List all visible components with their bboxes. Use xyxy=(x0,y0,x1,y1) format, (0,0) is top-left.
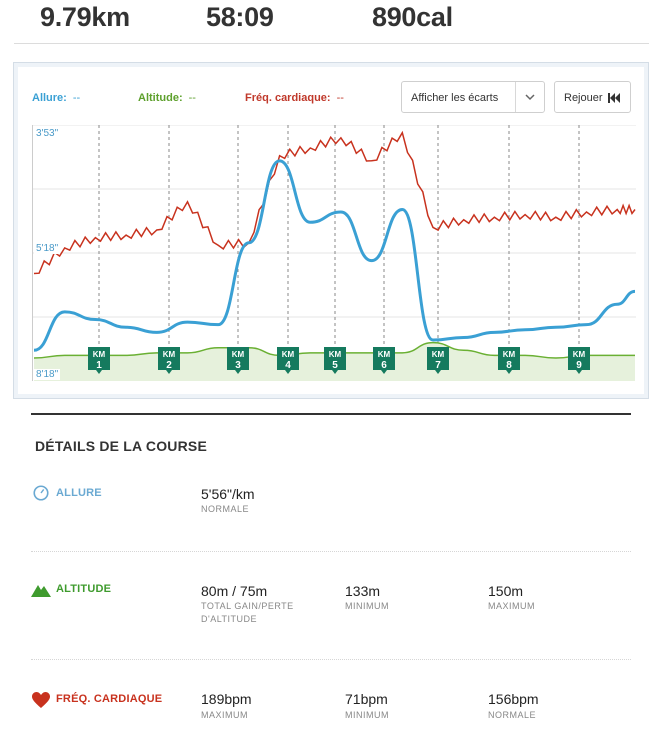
chart-plot-area[interactable]: KM 1 KM 2 KM 3 KM 4 KM 5 KM 6 KM 7 KM 8 KM 9 xyxy=(32,125,636,381)
km-marker-number: 9 xyxy=(576,360,582,371)
altitude-gain-caption: TOTAL GAIN/PERTE D'ALTITUDE xyxy=(201,601,294,624)
km-marker-number: 3 xyxy=(235,360,241,371)
legend-altitude-label: Altitude: xyxy=(138,92,183,104)
km-marker-badge xyxy=(373,347,395,374)
km-marker-label: KM xyxy=(378,350,391,359)
km-marker-number: 5 xyxy=(332,360,338,371)
rewind-icon xyxy=(608,93,620,103)
pace-caption: NORMALE xyxy=(201,504,250,514)
km-marker-badge xyxy=(324,347,346,374)
km-marker-number: 6 xyxy=(381,360,387,371)
km-marker-9[interactable]: KM9 xyxy=(568,347,590,374)
details-title: DÉTAILS DE LA COURSE xyxy=(35,438,208,454)
duration-value: 58:09 xyxy=(206,2,274,32)
km-marker-number: 4 xyxy=(285,360,291,371)
metric-row-altitude: ALTITUDE 80m / 75m TOTAL GAIN/PERTE D'AL… xyxy=(31,551,631,659)
km-marker-5[interactable]: KM5 xyxy=(324,347,346,374)
km-marker-label: KM xyxy=(432,350,445,359)
metric-name-heart: FRÉQ. CARDIAQUE xyxy=(56,693,163,705)
legend-pace-value: -- xyxy=(72,92,81,104)
km-marker-badge xyxy=(158,347,180,374)
legend-heart-label: Fréq. cardiaque: xyxy=(245,92,331,104)
mountain-icon xyxy=(31,585,51,597)
replay-button[interactable]: Rejouer xyxy=(554,81,631,113)
y-tick-top: 3'53" xyxy=(34,128,61,139)
km-marker-6[interactable]: KM6 xyxy=(373,347,395,374)
legend-pace-label: Allure: xyxy=(32,92,67,104)
km-marker-badge xyxy=(427,347,449,374)
km-marker-1[interactable]: KM1 xyxy=(88,347,110,374)
heart-min-value: 71bpm xyxy=(345,691,388,707)
km-marker-8[interactable]: KM8 xyxy=(498,347,520,374)
heart-max-caption: MAXIMUM xyxy=(201,710,248,720)
legend-altitude-value: -- xyxy=(188,92,196,104)
legend-heart: Fréq. cardiaque: -- xyxy=(245,92,344,104)
run-summary-bar: 9.79km 58:09 890cal xyxy=(14,0,649,44)
pace-value: 5'56"/km xyxy=(201,486,255,502)
km-marker-3[interactable]: KM3 xyxy=(227,347,249,374)
km-marker-label: KM xyxy=(503,350,516,359)
heart-icon xyxy=(32,692,50,708)
km-marker-number: 7 xyxy=(435,360,441,371)
km-marker-badge xyxy=(88,347,110,374)
metric-row-heart: FRÉQ. CARDIAQUE 189bpm MAXIMUM 71bpm MIN… xyxy=(31,659,631,735)
altitude-gain-value: 80m / 75m xyxy=(201,583,268,599)
heart-rate-line xyxy=(33,130,636,275)
km-marker-4[interactable]: KM4 xyxy=(277,347,299,374)
km-marker-label: KM xyxy=(232,350,245,359)
km-marker-badge xyxy=(498,347,520,374)
distance-value: 9.79km xyxy=(40,2,130,32)
dropdown-divider xyxy=(515,82,516,112)
km-marker-label: KM xyxy=(329,350,342,359)
stopwatch-icon xyxy=(33,485,49,501)
km-marker-badge xyxy=(227,347,249,374)
legend-altitude: Altitude: -- xyxy=(138,92,196,104)
km-marker-number: 2 xyxy=(166,360,172,371)
pace-line xyxy=(33,159,636,352)
altitude-min-value: 133m xyxy=(345,583,381,599)
heart-max-value: 189bpm xyxy=(201,691,252,707)
km-marker-label: KM xyxy=(163,350,176,359)
km-marker-7[interactable]: KM7 xyxy=(427,347,449,374)
km-marker-number: 1 xyxy=(96,360,102,371)
legend-pace: Allure: -- xyxy=(32,92,80,104)
km-marker-label: KM xyxy=(93,350,106,359)
section-divider xyxy=(31,413,631,415)
legend-heart-value: -- xyxy=(336,92,344,104)
heart-normal-value: 156bpm xyxy=(488,691,539,707)
deviation-dropdown[interactable]: Afficher les écarts xyxy=(401,81,545,113)
altitude-min-caption: MINIMUM xyxy=(345,601,389,611)
km-marker-number: 8 xyxy=(506,360,512,371)
km-marker-label: KM xyxy=(282,350,295,359)
calories-value: 890cal xyxy=(372,2,453,32)
chevron-down-icon xyxy=(525,94,535,101)
km-marker-2[interactable]: KM2 xyxy=(158,347,180,374)
km-marker-badge xyxy=(568,347,590,374)
km-marker-badge xyxy=(277,347,299,374)
heart-normal-caption: NORMALE xyxy=(488,710,537,720)
heart-min-caption: MINIMUM xyxy=(345,710,389,720)
metric-name-altitude: ALTITUDE xyxy=(56,583,112,595)
altitude-max-value: 150m xyxy=(488,583,524,599)
y-tick-mid: 5'18" xyxy=(34,243,61,254)
km-marker-label: KM xyxy=(573,350,586,359)
y-tick-bottom: 8'18" xyxy=(34,369,61,380)
metric-row-pace: ALLURE 5'56"/km NORMALE xyxy=(31,478,631,548)
run-chart-panel: Allure: -- Altitude: -- Fréq. cardiaque: --… xyxy=(13,62,649,399)
replay-button-label: Rejouer xyxy=(564,92,603,104)
altitude-max-caption: MAXIMUM xyxy=(488,601,535,611)
deviation-dropdown-label: Afficher les écarts xyxy=(411,92,499,104)
metric-name-pace: ALLURE xyxy=(56,487,102,499)
